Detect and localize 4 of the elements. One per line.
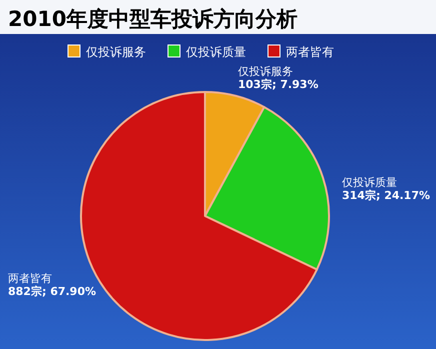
legend-label: 仅投诉服务 [86, 45, 146, 59]
category-label: 两者皆有 [286, 45, 334, 59]
legend-label: 仅投诉质量 [186, 45, 246, 59]
chart-title: 2010年度中型车投诉方向分析 [8, 7, 298, 31]
